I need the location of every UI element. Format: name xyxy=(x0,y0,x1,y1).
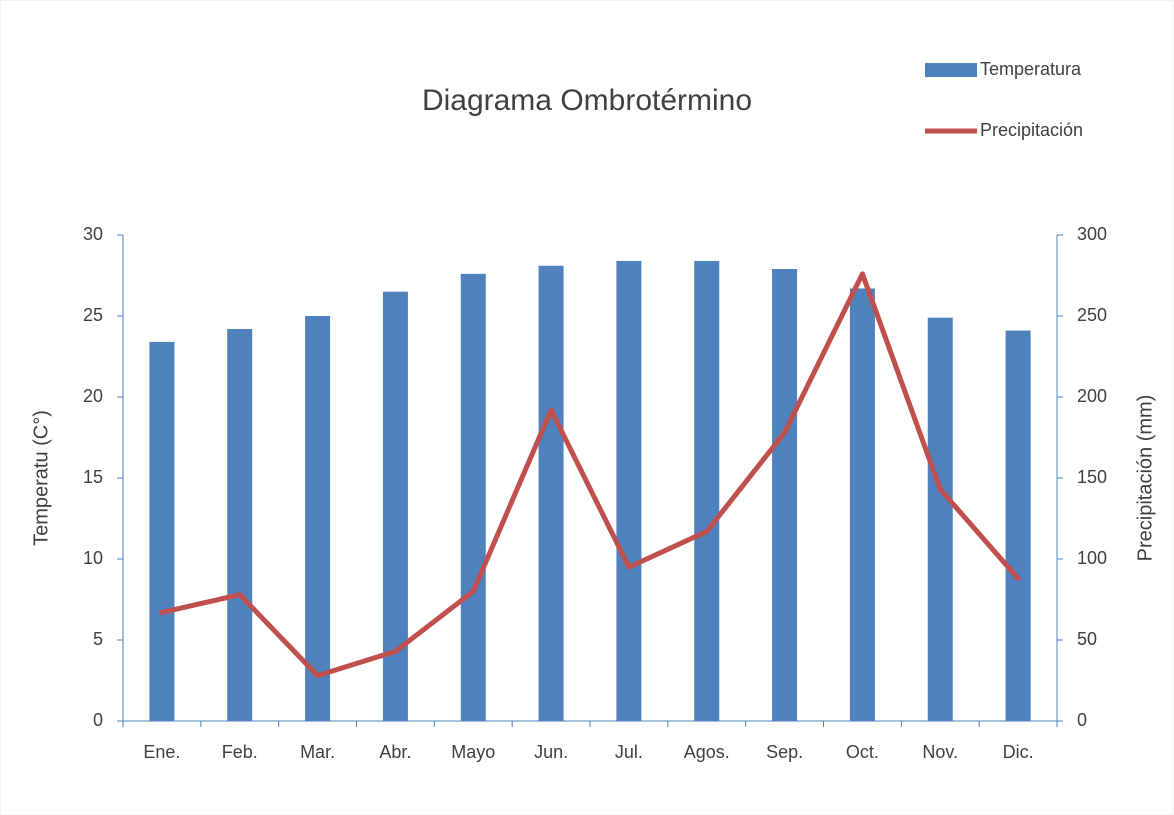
x-tick-label: Jul. xyxy=(615,742,643,762)
bar xyxy=(227,328,253,721)
y-tick-label: 10 xyxy=(83,548,103,568)
y-tick-label: 20 xyxy=(83,386,103,406)
bar xyxy=(305,316,331,721)
line xyxy=(159,271,1021,679)
bar xyxy=(927,317,953,721)
bar xyxy=(694,260,720,721)
y-tick-label: 15 xyxy=(83,467,103,487)
y2-tick-label: 100 xyxy=(1077,548,1107,568)
y2-tick-label: 300 xyxy=(1077,224,1107,244)
bar xyxy=(849,288,875,721)
y-tick-label: 30 xyxy=(83,224,103,244)
x-tick-label: Jun. xyxy=(534,742,568,762)
bar xyxy=(1005,330,1031,721)
bar xyxy=(149,341,175,721)
bar xyxy=(772,269,798,721)
x-tick-label: Agos. xyxy=(684,742,730,762)
legend-swatch xyxy=(925,63,977,77)
chart-title: Diagrama Ombrotérmino xyxy=(422,84,752,117)
legend-label: Temperatura xyxy=(980,59,1082,79)
y-tick-label: 0 xyxy=(93,710,103,730)
x-tick-label: Nov. xyxy=(922,742,958,762)
x-tick-label: Ene. xyxy=(143,742,180,762)
x-tick-label: Mayo xyxy=(451,742,495,762)
bar xyxy=(538,265,564,721)
x-tick-label: Mar. xyxy=(300,742,335,762)
y2-tick-label: 50 xyxy=(1077,629,1097,649)
x-tick-label: Dic. xyxy=(1003,742,1034,762)
y2-axis-title: Precipitación (mm) xyxy=(1134,395,1156,562)
bar xyxy=(616,260,642,721)
y-axis-title: Temperatu (C°) xyxy=(30,410,52,546)
x-tick-label: Feb. xyxy=(222,742,258,762)
y2-tick-label: 0 xyxy=(1077,710,1087,730)
y-tick-label: 5 xyxy=(93,629,103,649)
y2-tick-label: 150 xyxy=(1077,467,1107,487)
x-tick-label: Sep. xyxy=(766,742,803,762)
y2-tick-label: 200 xyxy=(1077,386,1107,406)
x-tick-label: Abr. xyxy=(379,742,411,762)
y2-tick-label: 250 xyxy=(1077,305,1107,325)
x-tick-label: Oct. xyxy=(846,742,879,762)
bar xyxy=(460,273,486,721)
legend-label: Precipitación xyxy=(980,120,1083,140)
y-tick-label: 25 xyxy=(83,305,103,325)
